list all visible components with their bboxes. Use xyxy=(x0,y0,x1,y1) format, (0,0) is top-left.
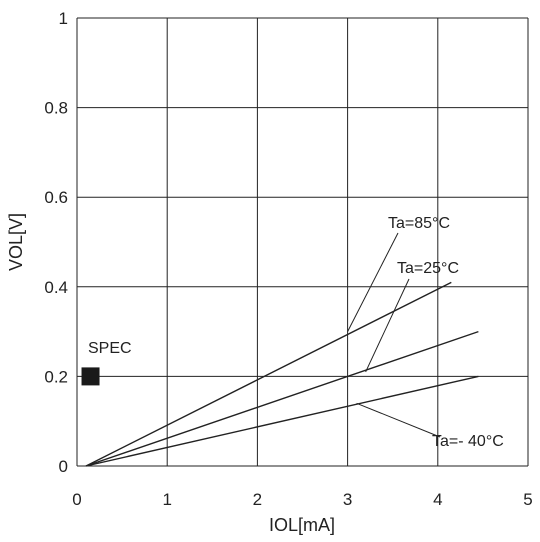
annotation-label: Ta=- 40°C xyxy=(432,433,504,450)
y-tick-label: 0.8 xyxy=(44,99,68,118)
x-tick-label: 2 xyxy=(253,490,262,509)
spec-group: SPEC xyxy=(81,340,132,386)
annotation-label: Ta=85°C xyxy=(388,215,450,232)
x-tick-label: 0 xyxy=(72,490,81,509)
y-tick-label: 0.4 xyxy=(44,278,68,297)
x-tick-label: 1 xyxy=(162,490,171,509)
y-tick-label: 0.6 xyxy=(44,188,68,207)
grid xyxy=(76,17,529,467)
annotation-leader xyxy=(365,278,410,373)
y-tick-label: 1 xyxy=(59,9,68,28)
series-line-1 xyxy=(85,330,479,467)
series-lines xyxy=(85,281,479,467)
annotation-label: Ta=25°C xyxy=(397,260,459,277)
x-tick-label: 4 xyxy=(433,490,442,509)
spec-label: SPEC xyxy=(88,340,132,357)
series-line-2 xyxy=(85,375,479,467)
x-tick-label: 3 xyxy=(343,490,352,509)
series-line-0 xyxy=(85,281,452,467)
annotation-leader xyxy=(347,232,399,332)
y-tick-label: 0.2 xyxy=(44,367,68,386)
plot-area xyxy=(77,18,528,466)
spec-marker xyxy=(81,367,100,386)
annotations: Ta=85°C Ta=25°C Ta=- 40°C xyxy=(347,215,504,450)
y-axis-title: VOL[V] xyxy=(6,213,26,271)
y-tick-label: 0 xyxy=(59,457,68,476)
x-tick-label: 5 xyxy=(523,490,532,509)
tick-labels: 0 1 2 3 4 5 0 0.2 0.4 0.6 0.8 1 xyxy=(44,9,532,509)
x-axis-title: IOL[mA] xyxy=(269,515,335,535)
annotation-leader xyxy=(356,402,441,438)
